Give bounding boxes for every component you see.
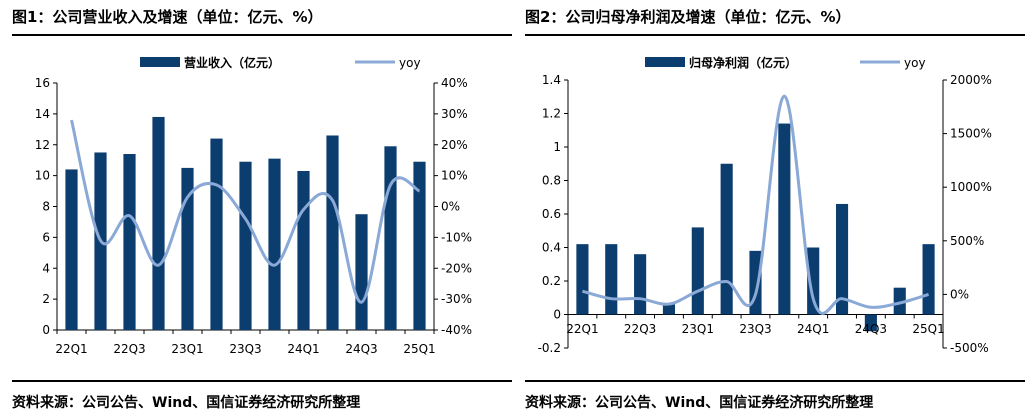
left-tick-label: 0.2: [542, 274, 561, 288]
bar-22Q3: [634, 254, 647, 315]
x-tick-label: 23Q1: [171, 342, 203, 356]
bar-23Q1: [691, 227, 704, 315]
left-tick-label: 1.4: [542, 73, 561, 87]
bar-23Q4: [268, 158, 281, 330]
left-tick-label: 10: [35, 169, 50, 183]
x-tick-label: 23Q3: [229, 342, 261, 356]
left-tick-label: 2: [42, 292, 50, 306]
right-tick-label: -10%: [441, 230, 472, 244]
figure-2-chart: -0.2 0 0.2 0.4 0.6 0.8 1 1.2 1.4 -500% 0% 500% 1000%…: [538, 55, 992, 355]
right-tick-label: 30%: [441, 107, 468, 121]
right-tick-label: 10%: [441, 169, 468, 183]
right-tick-label: -40%: [441, 323, 472, 337]
right-tick-label: -30%: [441, 292, 472, 306]
figure-1-top-rule: [12, 34, 512, 36]
bar-24Q1: [297, 170, 310, 330]
figure-1-source: 资料来源：公司公告、Wind、国信证券经济研究所整理: [12, 395, 361, 411]
right-tick-label: 2000%: [950, 73, 992, 87]
x-tick-label: 23Q3: [739, 322, 771, 336]
legend-bar-label: 营业收入（亿元）: [184, 55, 280, 70]
x-tick-label: 24Q1: [287, 342, 319, 356]
bar-24Q4: [893, 287, 906, 315]
legend-bar-label: 归母净利润（亿元）: [689, 55, 797, 70]
figure-1-bottom-rule: [12, 380, 512, 382]
bar-22Q1: [576, 244, 589, 315]
left-tick-label: 0.8: [542, 174, 561, 188]
right-tick-label: -500%: [950, 341, 989, 355]
bar-23Q3: [239, 161, 252, 330]
bar-25Q1: [413, 161, 426, 330]
right-tick-label: 1500%: [950, 127, 992, 141]
bar-24Q2: [835, 203, 849, 315]
bar-22Q4: [152, 116, 165, 331]
x-tick-label: 22Q1: [55, 342, 87, 356]
right-tick-label: 0%: [441, 200, 460, 214]
left-tick-label: -0.2: [538, 341, 561, 355]
figure-2-panel: 图2：公司归母净利润及增速（单位：亿元、%） -0.2 0 0.2 0.4 0.6 0.8…: [525, 0, 1025, 418]
legend-line-label: yoy: [904, 56, 926, 70]
figure-1-title: 图1：公司营业收入及增速（单位：亿元、%）: [12, 8, 323, 26]
right-tick-label: 20%: [441, 138, 468, 152]
bar-23Q1: [181, 167, 194, 330]
bar-22Q1: [65, 169, 78, 330]
left-tick-label: 0: [553, 308, 561, 322]
left-tick-label: 8: [42, 200, 50, 214]
x-tick-label: 24Q1: [797, 322, 829, 336]
figure-2-top-rule: [525, 34, 1025, 36]
legend-bar-swatch: [645, 57, 685, 67]
x-tick-label: 25Q1: [912, 322, 944, 336]
bar-24Q3: [355, 214, 368, 330]
right-tick-label: 40%: [441, 76, 468, 90]
bar-23Q2: [720, 163, 733, 315]
legend-line-label: yoy: [399, 56, 421, 70]
bar-22Q3: [123, 154, 136, 330]
left-tick-label: 1: [553, 140, 561, 154]
figure-2-bottom-rule: [525, 380, 1025, 382]
left-tick-label: 4: [42, 261, 50, 275]
figure-1-panel: 图1：公司营业收入及增速（单位：亿元、%） 0 2 4 6 8 10 12 14 16 -40% -…: [12, 0, 512, 418]
x-tick-label: 24Q3: [855, 322, 887, 336]
legend-bar-swatch: [140, 57, 180, 67]
left-tick-label: 16: [35, 76, 50, 90]
bar-24Q3: [864, 314, 877, 332]
left-tick-label: 0: [42, 323, 50, 337]
figure-2-source: 资料来源：公司公告、Wind、国信证券经济研究所整理: [525, 395, 874, 411]
right-tick-label: -20%: [441, 261, 472, 275]
left-tick-label: 0.6: [542, 207, 561, 221]
x-tick-label: 22Q1: [566, 322, 598, 336]
left-tick-label: 12: [35, 138, 50, 152]
bar-25Q1: [922, 244, 935, 315]
bar-23Q4: [778, 123, 791, 315]
bar-23Q2: [210, 138, 223, 330]
yoy-line: [582, 94, 930, 315]
x-tick-label: 22Q3: [624, 322, 656, 336]
left-tick-label: 1.2: [542, 107, 561, 121]
bar-22Q4: [662, 304, 676, 315]
bar-22Q2: [605, 244, 618, 315]
x-tick-label: 22Q3: [113, 342, 145, 356]
right-tick-label: 500%: [950, 234, 984, 248]
figure-2-title: 图2：公司归母净利润及增速（单位：亿元、%）: [525, 8, 851, 26]
right-tick-label: 0%: [950, 287, 969, 301]
x-tick-label: 24Q3: [345, 342, 377, 356]
bar-24Q1: [807, 247, 820, 315]
x-tick-label: 25Q1: [403, 342, 435, 356]
x-tick-label: 23Q1: [682, 322, 714, 336]
yoy-line: [70, 119, 421, 304]
bar-24Q2: [326, 135, 339, 330]
right-tick-label: 1000%: [950, 180, 992, 194]
figure-1-chart: 0 2 4 6 8 10 12 14 16 -40% -30% -20% -10% 0% 10% 20% 30%…: [35, 55, 472, 356]
bar-24Q4: [384, 146, 397, 330]
left-tick-label: 0.4: [542, 241, 561, 255]
left-tick-label: 6: [42, 230, 50, 244]
left-tick-label: 14: [35, 107, 50, 121]
